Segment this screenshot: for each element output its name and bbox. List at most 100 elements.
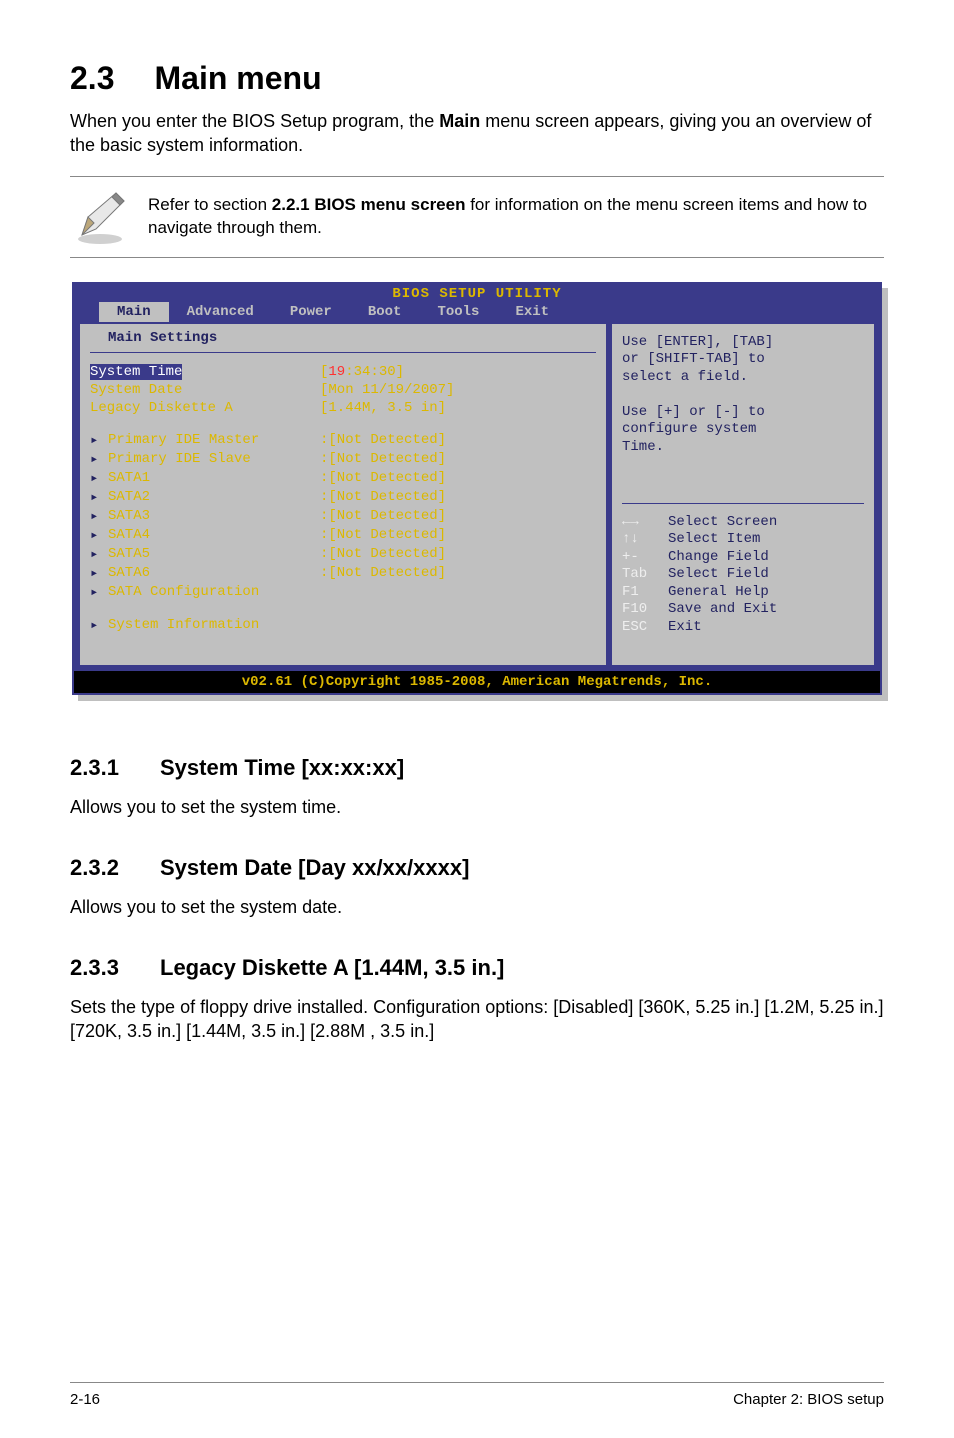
page-footer: 2-16 Chapter 2: BIOS setup: [70, 1382, 884, 1408]
label-sata6: SATA6: [108, 565, 320, 582]
bios-tab-power[interactable]: Power: [272, 302, 350, 322]
label-sata-config: SATA Configuration: [108, 584, 320, 601]
section-number: 2.3.2: [70, 855, 160, 881]
legend-desc: Change Field: [668, 549, 769, 567]
bios-title: BIOS SETUP UTILITY: [74, 284, 880, 302]
spacer: [90, 602, 596, 616]
legend-desc: General Help: [668, 584, 769, 602]
note-block: Refer to section 2.2.1 BIOS menu screen …: [70, 176, 884, 258]
arrow-icon: ▸: [90, 565, 108, 582]
label-ide-slave: Primary IDE Slave: [108, 451, 320, 468]
label-sata4: SATA4: [108, 527, 320, 544]
heading-number: 2.3: [70, 60, 114, 96]
note-text: Refer to section 2.2.1 BIOS menu screen …: [148, 194, 884, 240]
bios-row-sata2[interactable]: ▸SATA2:[Not Detected]: [90, 488, 596, 507]
value-ide-master: :[Not Detected]: [320, 432, 446, 449]
note-bold: 2.2.1 BIOS menu screen: [272, 195, 466, 214]
section-number: 2.3.1: [70, 755, 160, 781]
section-number: 2.3.3: [70, 955, 160, 981]
bios-legend: ←→Select Screen ↑↓Select Item +-Change F…: [622, 504, 864, 637]
bios-tab-main[interactable]: Main: [99, 302, 169, 322]
legend-desc: Select Field: [668, 566, 769, 584]
label-legacy-diskette: Legacy Diskette A: [90, 400, 320, 416]
bios-row-ide-slave[interactable]: ▸Primary IDE Slave:[Not Detected]: [90, 450, 596, 469]
bios-screenshot: BIOS SETUP UTILITY Main Advanced Power B…: [72, 282, 882, 695]
bios-tab-advanced[interactable]: Advanced: [169, 302, 272, 322]
legend-row: F1General Help: [622, 584, 864, 602]
bios-row-sata6[interactable]: ▸SATA6:[Not Detected]: [90, 564, 596, 583]
bios-row-sata5[interactable]: ▸SATA5:[Not Detected]: [90, 545, 596, 564]
legend-desc: Select Screen: [668, 514, 777, 532]
label-system-date: System Date: [90, 382, 320, 398]
arrow-icon: ▸: [90, 617, 108, 634]
section-body: Allows you to set the system date.: [70, 895, 884, 919]
footer-page-number: 2-16: [70, 1391, 100, 1408]
value-sata6: :[Not Detected]: [320, 565, 446, 582]
section-title: System Date [Day xx/xx/xxxx]: [160, 855, 469, 880]
legend-desc: Select Item: [668, 531, 760, 549]
bios-row-sata1[interactable]: ▸SATA1:[Not Detected]: [90, 469, 596, 488]
section-body: Allows you to set the system time.: [70, 795, 884, 819]
legend-desc: Exit: [668, 619, 702, 637]
bios-footer: v02.61 (C)Copyright 1985-2008, American …: [74, 671, 880, 693]
legend-key: +-: [622, 549, 668, 567]
label-sysinfo: System Information: [108, 617, 320, 634]
arrow-icon: ▸: [90, 489, 108, 506]
section-2-3-3: 2.3.3Legacy Diskette A [1.44M, 3.5 in.] …: [70, 955, 884, 1044]
section-heading: 2.3.2System Date [Day xx/xx/xxxx]: [70, 855, 884, 881]
legend-key: ESC: [622, 619, 668, 637]
bios-row-sata3[interactable]: ▸SATA3:[Not Detected]: [90, 507, 596, 526]
value-sata5: :[Not Detected]: [320, 546, 446, 563]
label-ide-master: Primary IDE Master: [108, 432, 320, 449]
bios-body: Main Settings System Time [19:34:30] Sys…: [74, 324, 880, 671]
legend-key: ↑↓: [622, 531, 668, 549]
arrow-icon: ▸: [90, 432, 108, 449]
bios-row-sysinfo[interactable]: ▸System Information: [90, 616, 596, 635]
section-heading: 2.3.1System Time [xx:xx:xx]: [70, 755, 884, 781]
bios-tabs: Main Advanced Power Boot Tools Exit: [74, 302, 880, 324]
bios-tab-tools[interactable]: Tools: [419, 302, 497, 322]
legend-key: F10: [622, 601, 668, 619]
legend-key: Tab: [622, 566, 668, 584]
value-ide-slave: :[Not Detected]: [320, 451, 446, 468]
main-heading: 2.3 Main menu: [70, 60, 884, 97]
bios-tab-exit[interactable]: Exit: [497, 302, 567, 322]
legend-row: F10Save and Exit: [622, 601, 864, 619]
section-2-3-1: 2.3.1System Time [xx:xx:xx] Allows you t…: [70, 755, 884, 819]
intro-bold: Main: [439, 111, 480, 131]
legend-key: F1: [622, 584, 668, 602]
arrow-icon: ▸: [90, 584, 108, 601]
legend-desc: Save and Exit: [668, 601, 777, 619]
arrow-icon: ▸: [90, 546, 108, 563]
bios-help-text: Use [ENTER], [TAB] or [SHIFT-TAB] to sel…: [622, 334, 864, 504]
bios-settings-title: Main Settings: [90, 328, 596, 353]
section-2-3-2: 2.3.2System Date [Day xx/xx/xxxx] Allows…: [70, 855, 884, 919]
footer-chapter: Chapter 2: BIOS setup: [733, 1391, 884, 1408]
section-heading: 2.3.3Legacy Diskette A [1.44M, 3.5 in.]: [70, 955, 884, 981]
bios-tab-boot[interactable]: Boot: [350, 302, 420, 322]
bios-row-legacy-diskette[interactable]: Legacy Diskette A [1.44M, 3.5 in]: [90, 399, 596, 417]
label-sata2: SATA2: [108, 489, 320, 506]
label-sata1: SATA1: [108, 470, 320, 487]
legend-row: ESCExit: [622, 619, 864, 637]
label-system-time: System Time: [90, 364, 182, 380]
bios-row-sata-config[interactable]: ▸SATA Configuration: [90, 583, 596, 602]
legend-row: ↑↓Select Item: [622, 531, 864, 549]
spacer: [90, 417, 596, 431]
arrow-icon: ▸: [90, 527, 108, 544]
section-body: Sets the type of floppy drive installed.…: [70, 995, 884, 1044]
value-system-date: [Mon 11/19/2007]: [320, 382, 454, 398]
heading-title: Main menu: [154, 60, 321, 96]
arrow-icon: ▸: [90, 470, 108, 487]
label-sata3: SATA3: [108, 508, 320, 525]
bios-row-system-date[interactable]: System Date [Mon 11/19/2007]: [90, 381, 596, 399]
bios-row-system-time[interactable]: System Time [19:34:30]: [90, 363, 596, 381]
arrow-icon: ▸: [90, 451, 108, 468]
bios-row-ide-master[interactable]: ▸Primary IDE Master:[Not Detected]: [90, 431, 596, 450]
intro-text: When you enter the BIOS Setup program, t…: [70, 109, 884, 158]
legend-row: +-Change Field: [622, 549, 864, 567]
legend-row: TabSelect Field: [622, 566, 864, 584]
value-sata1: :[Not Detected]: [320, 470, 446, 487]
bios-row-sata4[interactable]: ▸SATA4:[Not Detected]: [90, 526, 596, 545]
bios-right-panel: Use [ENTER], [TAB] or [SHIFT-TAB] to sel…: [612, 324, 874, 665]
